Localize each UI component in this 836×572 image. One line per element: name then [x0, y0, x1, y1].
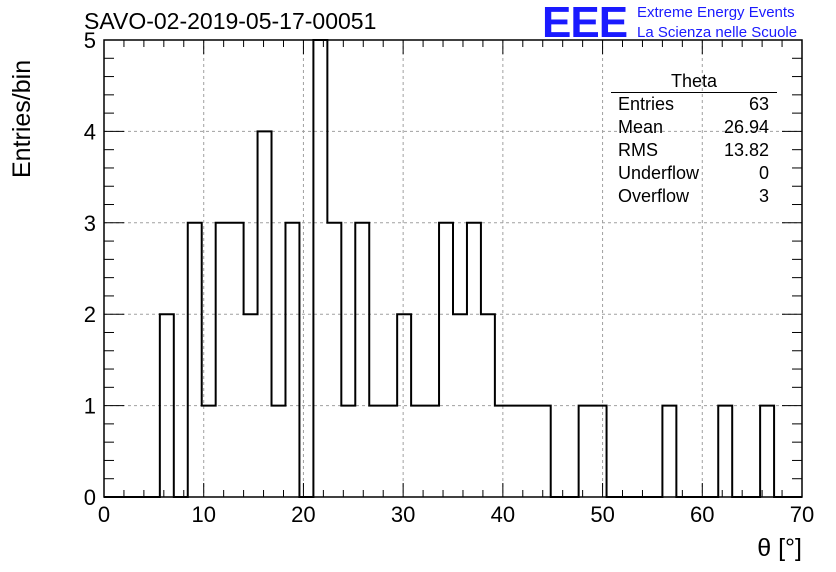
histogram-bin: [188, 223, 202, 497]
stats-value: 13.82: [723, 140, 769, 160]
stats-row-entries: Entries 63: [611, 93, 777, 116]
stats-value: 26.94: [723, 117, 769, 137]
histogram-bin: [383, 406, 397, 497]
stats-title: Theta: [611, 72, 777, 93]
plot-frame: [103, 39, 803, 498]
stats-label: Overflow: [618, 186, 690, 206]
chart-title: SAVO-02-2019-05-17-00051: [84, 8, 377, 34]
eee-logo: EEE: [542, 0, 628, 47]
histogram-bin: [341, 406, 355, 497]
stats-label: Underflow: [618, 163, 700, 183]
histogram-bin: [495, 406, 509, 497]
histogram-bin: [369, 406, 383, 497]
y-tick-label: 0: [84, 485, 96, 510]
histogram-bin: [425, 406, 439, 497]
histogram-bin: [355, 223, 369, 497]
stats-row-overflow: Overflow 3: [611, 185, 777, 208]
y-axis-label: Entries/bin: [8, 59, 36, 178]
stats-value: 3: [758, 186, 769, 206]
histogram-bin: [760, 406, 774, 497]
logo-line-2: La Scienza nelle Scuole: [637, 24, 798, 41]
x-tick-label: 70: [790, 502, 814, 527]
x-tick-label: 20: [291, 502, 315, 527]
y-tick-label: 5: [84, 28, 96, 53]
y-tick-label: 3: [84, 211, 96, 236]
stats-value: 63: [748, 94, 769, 114]
histogram-bin: [509, 406, 523, 497]
histogram-bin: [523, 406, 537, 497]
stats-value: 0: [758, 163, 769, 183]
stats-row-rms: RMS 13.82: [611, 139, 777, 162]
y-tick-label: 1: [84, 394, 96, 419]
histogram-bin: [327, 223, 341, 497]
x-tick-label: 0: [98, 502, 110, 527]
histogram-bin: [593, 406, 607, 497]
stats-label: RMS: [618, 140, 658, 160]
histogram-bin: [258, 131, 272, 497]
x-tick-label: 30: [391, 502, 415, 527]
histogram-outline: [104, 39, 802, 498]
histogram-bin: [285, 223, 299, 497]
histogram-series: [104, 39, 802, 498]
histogram-bin: [662, 406, 676, 497]
histogram-bin: [467, 223, 481, 497]
x-axis-label: θ [°]: [757, 534, 802, 562]
stats-label: Mean: [618, 117, 664, 137]
axis-ticks: [103, 39, 803, 498]
stats-row-mean: Mean 26.94: [611, 116, 777, 139]
stats-label: Entries: [618, 94, 675, 114]
x-tick-label: 60: [690, 502, 714, 527]
histogram-bin: [272, 406, 286, 497]
x-tick-label: 50: [590, 502, 614, 527]
histogram-bin: [439, 223, 453, 497]
histogram-bin: [216, 223, 230, 497]
stats-box: Theta Entries 63 Mean 26.94 RMS 13.82 Un…: [611, 72, 777, 208]
histogram-bin: [313, 40, 327, 497]
x-tick-label: 10: [191, 502, 215, 527]
histogram-bin: [230, 223, 244, 497]
histogram-bin: [718, 406, 732, 497]
x-tick-label: 40: [491, 502, 515, 527]
y-tick-label: 2: [84, 302, 96, 327]
histogram-bin: [579, 406, 593, 497]
histogram-bin: [411, 406, 425, 497]
stats-row-underflow: Underflow 0: [611, 162, 777, 185]
y-tick-label: 4: [84, 119, 96, 144]
histogram-bin: [537, 406, 551, 497]
logo-line-1: Extreme Energy Events: [637, 4, 795, 21]
